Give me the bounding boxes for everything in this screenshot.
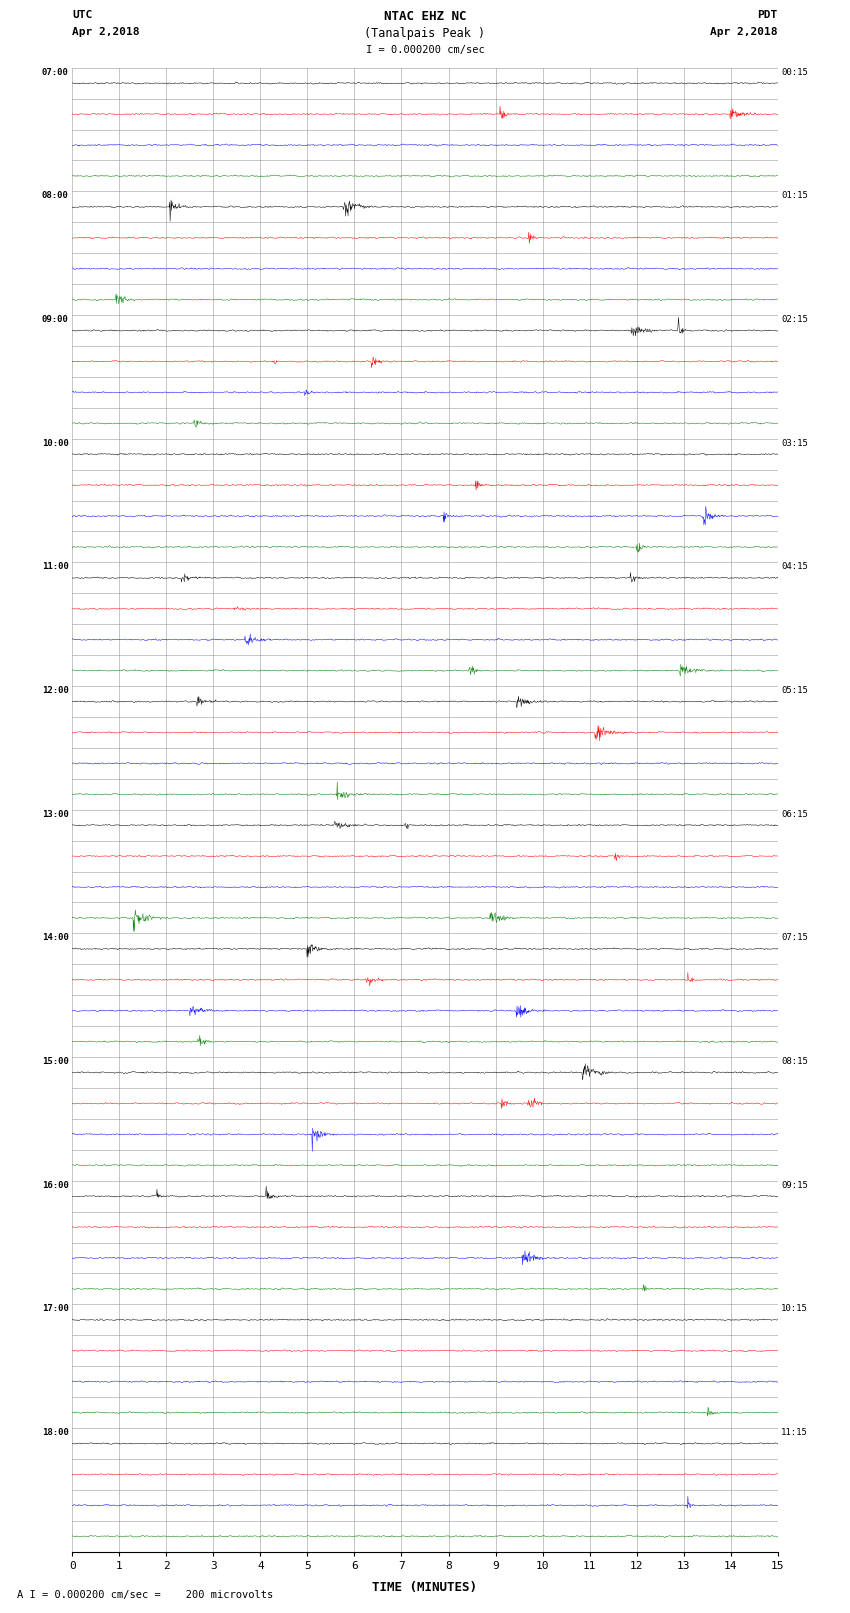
Text: 13:00: 13:00 <box>42 810 69 819</box>
Text: Apr 2,2018: Apr 2,2018 <box>711 27 778 37</box>
Text: NTAC EHZ NC: NTAC EHZ NC <box>383 10 467 23</box>
Text: 04:15: 04:15 <box>781 563 808 571</box>
Text: 07:15: 07:15 <box>781 934 808 942</box>
Text: (Tanalpais Peak ): (Tanalpais Peak ) <box>365 27 485 40</box>
Text: 09:00: 09:00 <box>42 315 69 324</box>
Text: A I = 0.000200 cm/sec =    200 microvolts: A I = 0.000200 cm/sec = 200 microvolts <box>17 1590 273 1600</box>
Text: 01:15: 01:15 <box>781 192 808 200</box>
Text: 10:15: 10:15 <box>781 1305 808 1313</box>
Text: 08:15: 08:15 <box>781 1057 808 1066</box>
Text: 11:00: 11:00 <box>42 563 69 571</box>
Text: 08:00: 08:00 <box>42 192 69 200</box>
Text: 07:00: 07:00 <box>42 68 69 77</box>
Text: PDT: PDT <box>757 10 778 19</box>
Text: UTC: UTC <box>72 10 93 19</box>
Text: 00:15: 00:15 <box>781 68 808 77</box>
Text: 17:00: 17:00 <box>42 1305 69 1313</box>
Text: 16:00: 16:00 <box>42 1181 69 1190</box>
Text: Apr 2,2018: Apr 2,2018 <box>72 27 139 37</box>
Text: 11:15: 11:15 <box>781 1428 808 1437</box>
Text: I = 0.000200 cm/sec: I = 0.000200 cm/sec <box>366 45 484 55</box>
Text: 10:00: 10:00 <box>42 439 69 448</box>
Text: 18:00: 18:00 <box>42 1428 69 1437</box>
Text: 02:15: 02:15 <box>781 315 808 324</box>
Text: 12:00: 12:00 <box>42 686 69 695</box>
Text: 03:15: 03:15 <box>781 439 808 448</box>
Text: 05:15: 05:15 <box>781 686 808 695</box>
Text: 06:15: 06:15 <box>781 810 808 819</box>
Text: TIME (MINUTES): TIME (MINUTES) <box>372 1581 478 1594</box>
Text: 09:15: 09:15 <box>781 1181 808 1190</box>
Text: 14:00: 14:00 <box>42 934 69 942</box>
Text: 15:00: 15:00 <box>42 1057 69 1066</box>
